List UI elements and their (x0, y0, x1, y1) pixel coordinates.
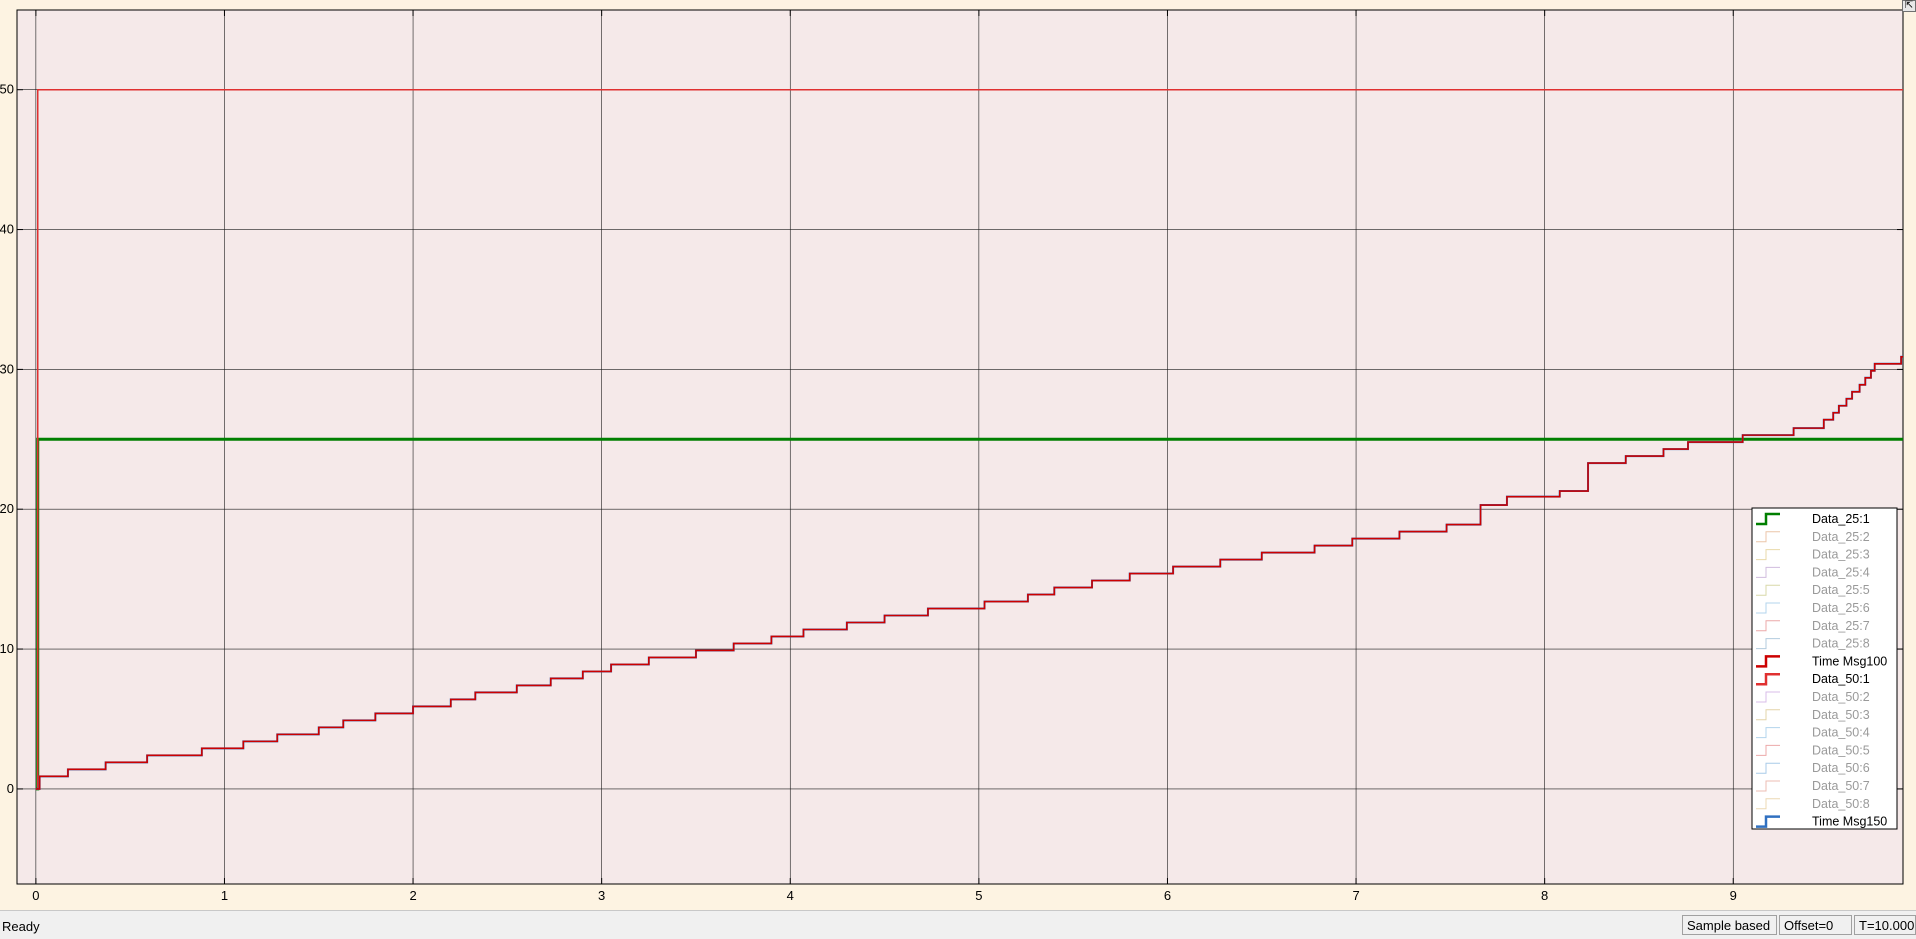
legend-swatch (1756, 549, 1780, 561)
restore-icon[interactable]: ⇱ (1902, 0, 1916, 12)
y-tick-label: 40 (0, 222, 14, 237)
y-tick-label: 0 (7, 781, 14, 796)
y-tick-label: 20 (0, 501, 14, 516)
legend-swatch (1756, 744, 1780, 756)
legend-swatch (1756, 672, 1780, 686)
legend-swatch (1756, 638, 1780, 650)
legend-swatch (1756, 780, 1780, 792)
legend-swatch (1756, 709, 1780, 721)
status-bar: Ready Sample based Offset=0 T=10.000 (0, 910, 1916, 939)
legend-swatch (1756, 655, 1780, 668)
x-tick-label: 2 (409, 888, 416, 903)
legend-swatch (1756, 531, 1780, 543)
x-tick-label: 3 (598, 888, 605, 903)
legend-label: Data_25:2 (1812, 530, 1870, 544)
legend-box (1751, 507, 1898, 830)
legend-label: Data_25:4 (1812, 565, 1870, 579)
x-tick-label: 5 (975, 888, 982, 903)
legend-swatch (1756, 762, 1780, 774)
legend-swatch (1756, 815, 1780, 828)
chart-svg[interactable]: 0 1 2 3 4 5 6 7 8 9 0 10 20 30 40 50 Data_25:1 Data_25:2 D… (0, 0, 1916, 910)
status-text: Ready (2, 919, 40, 934)
x-tick-label: 9 (1730, 888, 1737, 903)
legend-label: Time Msg100 (1812, 654, 1887, 668)
legend-label: Data_25:1 (1812, 512, 1870, 526)
legend-swatch (1756, 602, 1780, 614)
legend-label: Data_25:7 (1812, 619, 1870, 633)
legend-swatch (1756, 691, 1780, 703)
plot-background (16, 9, 1904, 885)
time-indicator: T=10.000 (1854, 915, 1916, 935)
legend-label: Time Msg150 (1812, 815, 1887, 829)
legend-label: Data_50:1 (1812, 672, 1870, 686)
legend-label: Data_50:2 (1812, 690, 1870, 704)
legend-label: Data_25:8 (1812, 637, 1870, 651)
y-tick-label: 50 (0, 82, 14, 97)
offset-indicator: Offset=0 (1779, 915, 1852, 935)
legend-label: Data_50:3 (1812, 708, 1870, 722)
legend-swatch (1756, 584, 1780, 596)
x-tick-label: 6 (1164, 888, 1171, 903)
x-tick-label: 4 (787, 888, 794, 903)
legend-swatch (1756, 566, 1780, 578)
sample-mode-indicator: Sample based (1682, 915, 1777, 935)
legend-label: Data_25:6 (1812, 601, 1870, 615)
legend-label: Data_50:5 (1812, 743, 1870, 757)
legend-label: Data_50:4 (1812, 726, 1870, 740)
legend-label: Data_50:8 (1812, 797, 1870, 811)
legend-label: Data_50:6 (1812, 761, 1870, 775)
legend-swatch (1756, 798, 1780, 810)
plot-area[interactable]: 0 1 2 3 4 5 6 7 8 9 0 10 20 30 40 50 Data_25:1 Data_25:2 D… (0, 0, 1916, 910)
legend-swatch (1756, 512, 1780, 526)
x-tick-label: 8 (1541, 888, 1548, 903)
y-tick-label: 30 (0, 361, 14, 376)
legend-label: Data_25:3 (1812, 548, 1870, 562)
x-tick-label: 7 (1352, 888, 1359, 903)
series-line-time-msg100 (35, 356, 1903, 790)
legend-swatch (1756, 620, 1780, 632)
legend-label: Data_25:5 (1812, 583, 1870, 597)
x-tick-label: 0 (32, 888, 39, 903)
y-tick-label: 10 (0, 641, 14, 656)
legend-swatch (1756, 727, 1780, 739)
x-tick-label: 1 (221, 888, 228, 903)
legend-label: Data_50:7 (1812, 779, 1870, 793)
